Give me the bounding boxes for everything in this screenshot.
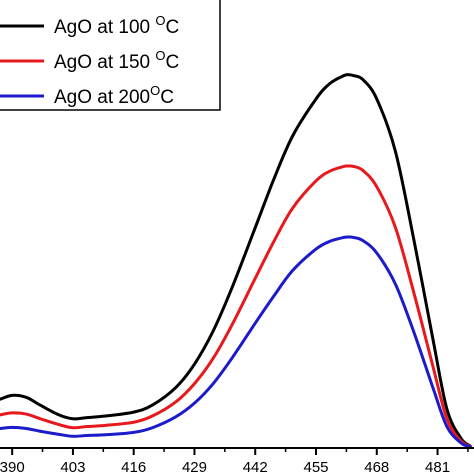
series-line-1 [0, 73, 472, 448]
x-tick-label-442: 442 [243, 459, 268, 474]
series-line-3 [0, 235, 472, 449]
x-tick-label-455: 455 [303, 459, 328, 474]
x-tick-label-416: 416 [121, 459, 146, 474]
legend-frame [0, 0, 221, 111]
x-tick-label-403: 403 [60, 459, 85, 474]
x-tick-label-481: 481 [425, 459, 450, 474]
series-line-2 [0, 164, 472, 448]
legend-label-3: AgO at 200OC [54, 83, 174, 108]
legend-label-2: AgO at 150 OC [54, 48, 179, 73]
legend-label-1: AgO at 100 OC [54, 13, 179, 38]
series-lines [0, 73, 472, 449]
x-tick-label-390: 390 [0, 459, 25, 474]
x-tick-label-468: 468 [364, 459, 389, 474]
legend: AgO at 100 OC AgO at 150 OC AgO at 200OC [0, 0, 221, 111]
x-axis: 390 403 416 429 442 455 468 481 [0, 447, 474, 474]
x-tick-label-429: 429 [182, 459, 207, 474]
